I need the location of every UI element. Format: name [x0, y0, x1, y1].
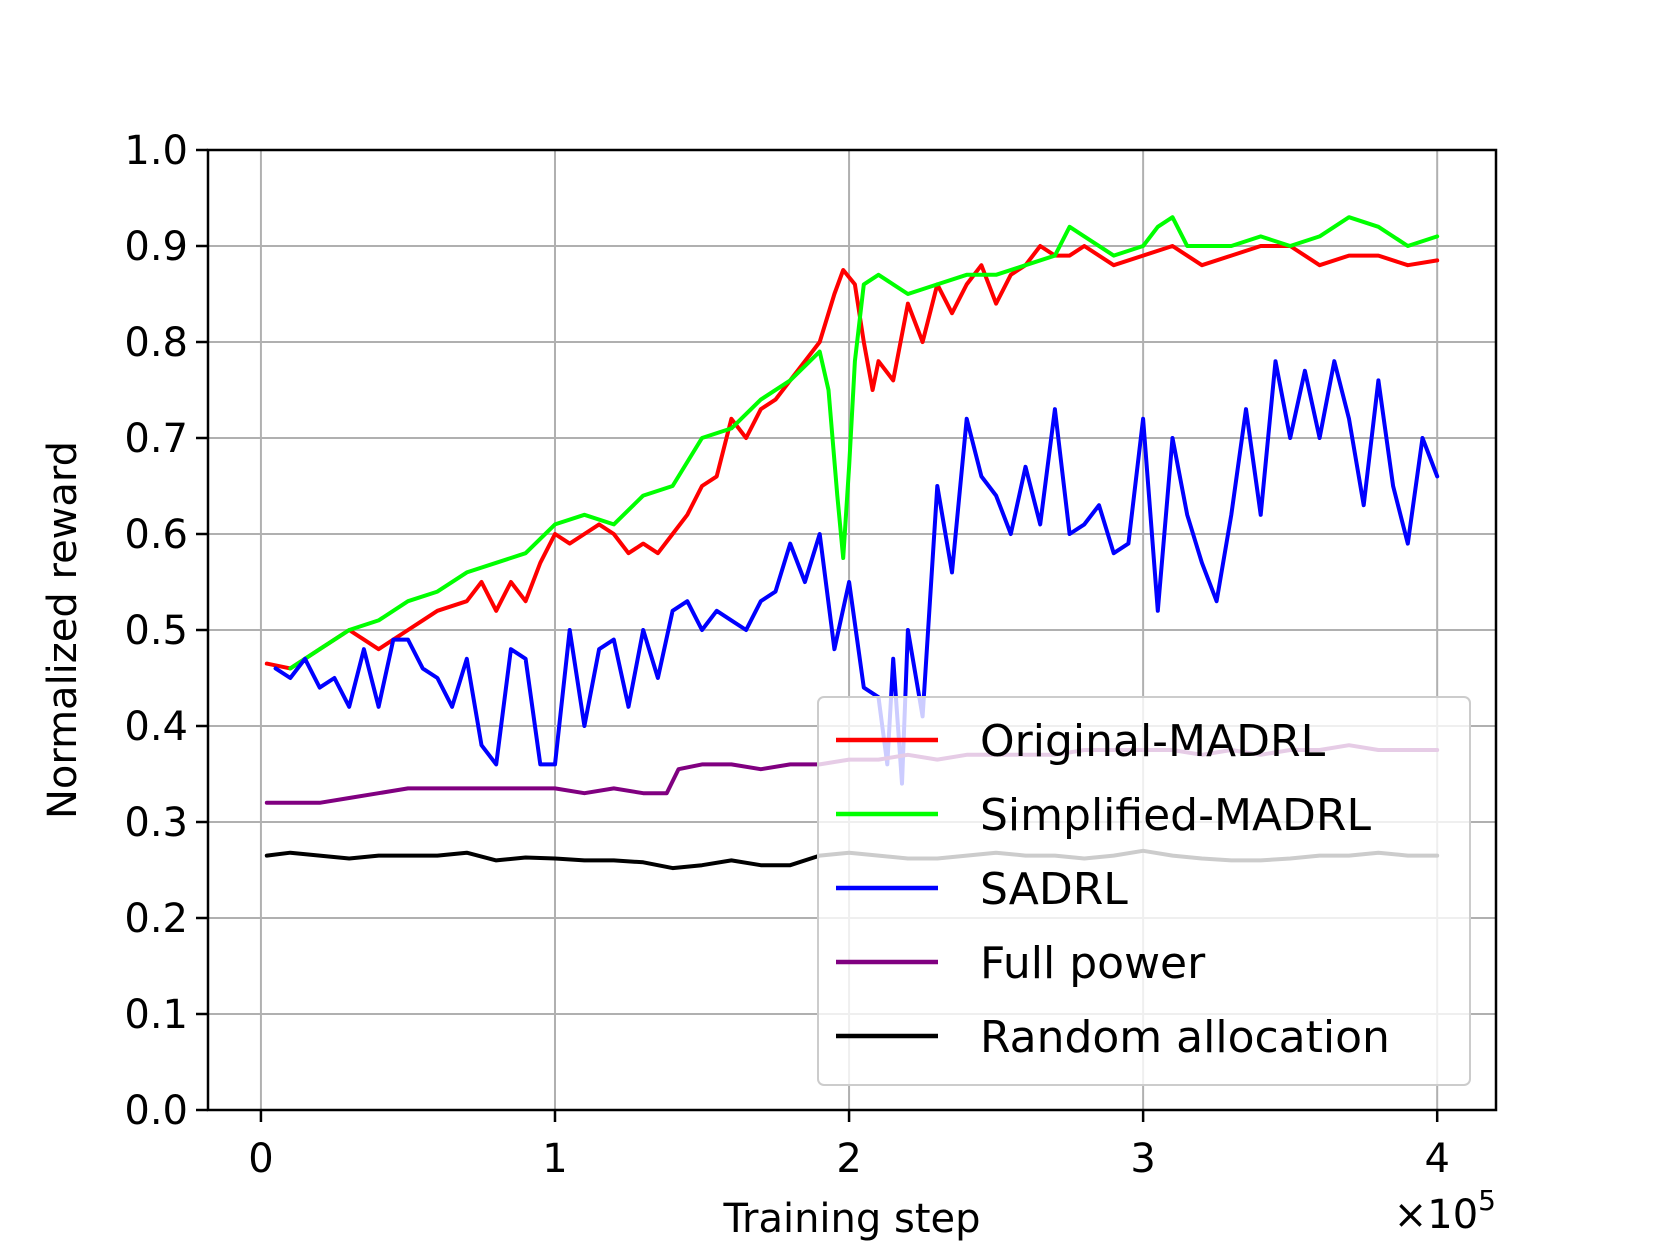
- y-axis-label: Normalized reward: [40, 441, 86, 819]
- y-tick-label: 0.6: [124, 512, 188, 558]
- series-line-1: [288, 215, 1440, 671]
- legend: Original-MADRL Simplified-MADRL SADRL Full …: [817, 696, 1471, 1086]
- x-tick-label: 0: [248, 1136, 273, 1182]
- y-tick-label: 0.7: [124, 416, 188, 462]
- legend-label: Random allocation: [980, 1012, 1390, 1063]
- x-axis-multiplier: ×105: [1394, 1184, 1496, 1238]
- series-line-2: [273, 359, 1440, 786]
- legend-box: [817, 696, 1471, 1086]
- x-tick-label: 3: [1130, 1136, 1155, 1182]
- legend-label: Original-MADRL: [980, 716, 1326, 767]
- legend-label: SADRL: [980, 864, 1128, 915]
- legend-label: Simplified-MADRL: [980, 790, 1372, 841]
- y-tick-label: 0.0: [124, 1088, 188, 1134]
- y-tick-label: 0.9: [124, 224, 188, 270]
- x-tick-label: 4: [1424, 1136, 1449, 1182]
- legend-label: Full power: [980, 938, 1206, 989]
- x-axis-multiplier-exponent: 5: [1478, 1184, 1496, 1217]
- axis-ticks: 0 1 2 3 4 0.0 0.1 0.2 0.3 0.4 0.5 0.6 0.7 0.8 0.9 1.0: [124, 128, 1450, 1182]
- series-line-0: [264, 244, 1440, 671]
- y-tick-label: 0.2: [124, 896, 188, 942]
- x-tick-label: 2: [836, 1136, 861, 1182]
- x-tick-label: 1: [542, 1136, 567, 1182]
- y-tick-label: 0.4: [124, 704, 188, 750]
- y-tick-label: 0.5: [124, 608, 188, 654]
- y-tick-label: 0.8: [124, 320, 188, 366]
- x-axis-multiplier-base: ×10: [1394, 1192, 1478, 1238]
- y-tick-label: 0.3: [124, 800, 188, 846]
- y-tick-label: 0.1: [124, 992, 188, 1038]
- y-tick-label: 1.0: [124, 128, 188, 174]
- x-axis-label: Training step: [722, 1196, 980, 1242]
